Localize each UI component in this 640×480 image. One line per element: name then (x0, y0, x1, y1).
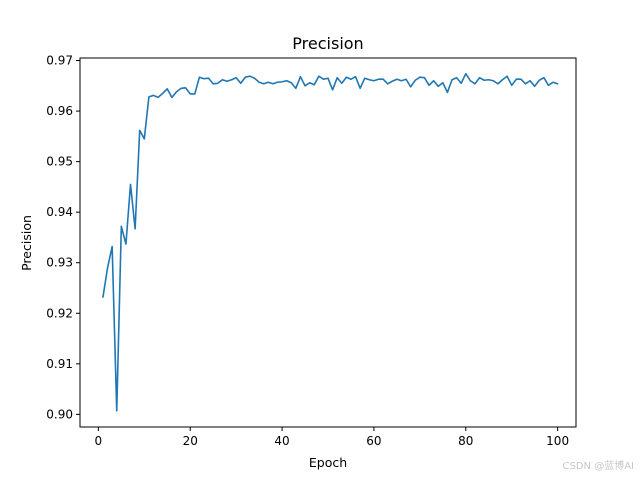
x-tick-label: 0 (95, 434, 103, 448)
chart-title: Precision (292, 34, 363, 53)
x-axis-label: Epoch (309, 455, 347, 470)
y-axis: 0.90 0.91 0.92 0.93 0.94 0.95 0.96 0.97 (46, 54, 80, 421)
y-tick-label: 0.91 (46, 357, 73, 371)
y-tick-label: 0.96 (46, 104, 73, 118)
plot-area (80, 58, 576, 427)
x-tick-label: 40 (274, 434, 289, 448)
y-tick-label: 0.95 (46, 155, 73, 169)
y-tick-label: 0.90 (46, 407, 73, 421)
y-tick-label: 0.92 (46, 306, 73, 320)
y-tick-label: 0.97 (46, 54, 73, 68)
precision-series-line (102, 72, 559, 412)
y-tick-label: 0.94 (46, 205, 73, 219)
x-tick-label: 100 (546, 434, 569, 448)
plot-frame (79, 57, 577, 428)
x-tick-label: 20 (183, 434, 198, 448)
x-tick-label: 80 (458, 434, 473, 448)
y-axis-label: Precision (19, 215, 34, 271)
x-tick-label: 60 (366, 434, 381, 448)
series-layer (102, 72, 559, 412)
x-axis: 0 20 40 60 80 100 (95, 427, 569, 448)
watermark: CSDN @蓝博AI (562, 461, 634, 472)
y-tick-label: 0.93 (46, 256, 73, 270)
